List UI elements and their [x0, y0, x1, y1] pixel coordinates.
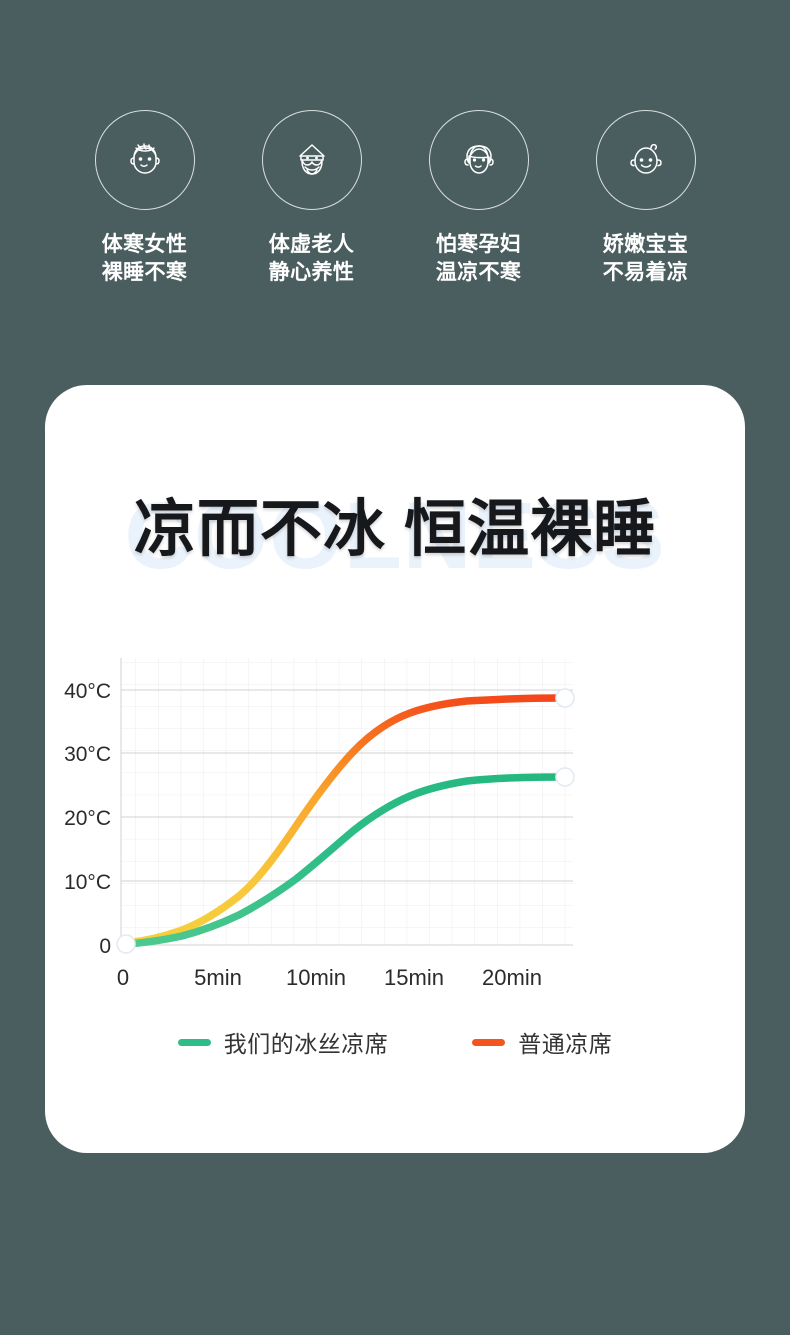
temperature-chart: 40°C 30°C 20°C 10°C 0 0 5min 10min	[45, 640, 745, 1040]
legend-item-ordinary[interactable]: 普通凉席	[472, 1025, 612, 1059]
feature-item-1[interactable]: 体虚老人 静心养性	[260, 110, 363, 286]
chart-legend: 我们的冰丝凉席 普通凉席	[45, 1025, 745, 1059]
series-line-ordinary	[122, 694, 567, 947]
x-tick-10: 10min	[286, 965, 346, 990]
y-tick-0: 0	[99, 935, 111, 958]
chart-grid	[120, 658, 573, 946]
endpoint-origin	[116, 934, 136, 954]
endpoint-cool	[555, 767, 575, 787]
headline-block: COOLNESS 凉而不冰 恒温裸睡	[45, 475, 745, 605]
x-tick-20: 20min	[482, 965, 542, 990]
feature-label-3: 娇嫩宝宝 不易着凉	[602, 233, 689, 284]
y-tick-40: 40°C	[64, 680, 111, 703]
feature-label-0: 体寒女性 裸睡不寒	[101, 233, 188, 284]
feature-label-2: 怕寒孕妇 温凉不寒	[435, 233, 522, 284]
y-axis-labels: 40°C 30°C 20°C 10°C 0	[64, 680, 111, 958]
feature-item-0[interactable]: 体寒女性 裸睡不寒	[93, 110, 196, 286]
series-line-cool	[122, 773, 567, 948]
feature-row: 体寒女性 裸睡不寒 体虚老人 静心养性	[0, 110, 790, 286]
pregnant-woman-face-icon	[453, 134, 505, 186]
y-tick-10: 10°C	[64, 871, 111, 894]
chart-svg: 40°C 30°C 20°C 10°C 0 0 5min 10min	[64, 658, 575, 990]
feature-circle-3	[595, 110, 696, 210]
feature-item-3[interactable]: 娇嫩宝宝 不易着凉	[594, 110, 697, 286]
elderly-person-face-icon	[286, 134, 338, 186]
legend-label-cool: 我们的冰丝凉席	[223, 1031, 389, 1057]
legend-label-ordinary: 普通凉席	[518, 1031, 613, 1057]
feature-label-1: 体虚老人 静心养性	[268, 233, 355, 284]
y-tick-20: 20°C	[64, 807, 111, 830]
young-woman-face-icon	[119, 134, 171, 186]
legend-swatch-cool	[177, 1038, 211, 1046]
info-card: COOLNESS 凉而不冰 恒温裸睡	[45, 385, 745, 1153]
x-tick-5: 5min	[194, 965, 242, 990]
x-axis-labels: 0 5min 10min 15min 20min	[117, 965, 542, 990]
legend-swatch-ordinary	[472, 1038, 506, 1046]
feature-circle-2	[428, 110, 529, 210]
y-tick-30: 30°C	[64, 743, 111, 766]
feature-circle-1	[261, 110, 362, 210]
baby-face-icon	[620, 134, 672, 186]
x-tick-0: 0	[117, 965, 129, 990]
endpoint-ordinary	[555, 688, 575, 708]
feature-item-2[interactable]: 怕寒孕妇 温凉不寒	[427, 110, 530, 286]
page-title: 凉而不冰 恒温裸睡	[133, 495, 657, 564]
x-tick-15: 15min	[384, 965, 444, 990]
legend-item-cool[interactable]: 我们的冰丝凉席	[177, 1025, 389, 1059]
watermark-text: COOLNESS	[124, 483, 666, 589]
chart-endpoint-markers	[116, 688, 575, 954]
feature-circle-0	[94, 110, 195, 210]
